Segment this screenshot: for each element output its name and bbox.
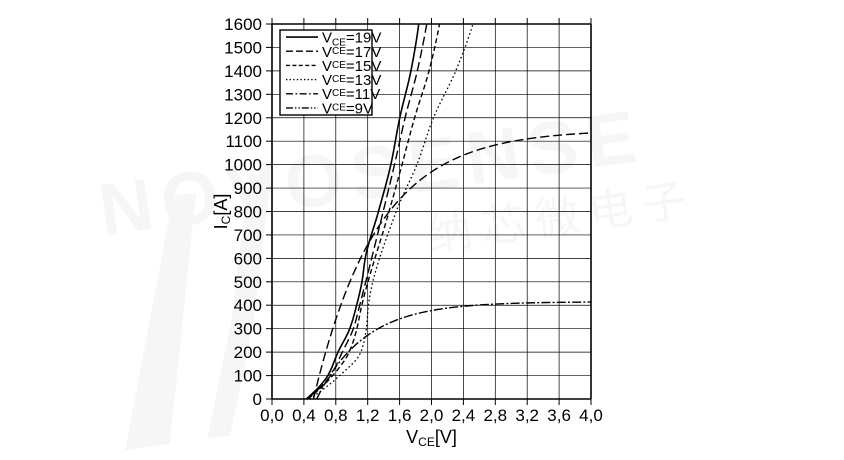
svg-text:800: 800 [234, 203, 262, 222]
svg-text:700: 700 [234, 226, 262, 245]
svg-text:2,4: 2,4 [452, 406, 476, 425]
svg-text:0,0: 0,0 [260, 406, 284, 425]
svg-text:1200: 1200 [224, 109, 262, 128]
svg-text:1600: 1600 [224, 15, 262, 34]
svg-text:300: 300 [234, 320, 262, 339]
svg-text:VCE=9V: VCE=9V [322, 100, 373, 117]
svg-text:3,2: 3,2 [515, 406, 539, 425]
svg-text:0,8: 0,8 [324, 406, 348, 425]
svg-text:200: 200 [234, 343, 262, 362]
svg-text:1,6: 1,6 [388, 406, 412, 425]
svg-text:900: 900 [234, 179, 262, 198]
svg-text:0,4: 0,4 [292, 406, 316, 425]
svg-text:1,2: 1,2 [356, 406, 380, 425]
svg-text:100: 100 [234, 367, 262, 386]
svg-text:600: 600 [234, 249, 262, 268]
svg-text:1000: 1000 [224, 156, 262, 175]
svg-text:500: 500 [234, 273, 262, 292]
svg-text:VCE[V]: VCE[V] [406, 427, 457, 449]
svg-text:1300: 1300 [224, 85, 262, 104]
svg-text:2,8: 2,8 [483, 406, 507, 425]
svg-text:1400: 1400 [224, 62, 262, 81]
svg-text:3,6: 3,6 [547, 406, 571, 425]
svg-text:1500: 1500 [224, 38, 262, 57]
svg-text:4,0: 4,0 [579, 406, 603, 425]
svg-text:1100: 1100 [225, 132, 262, 151]
svg-text:2,0: 2,0 [420, 406, 444, 425]
svg-text:400: 400 [234, 296, 262, 315]
